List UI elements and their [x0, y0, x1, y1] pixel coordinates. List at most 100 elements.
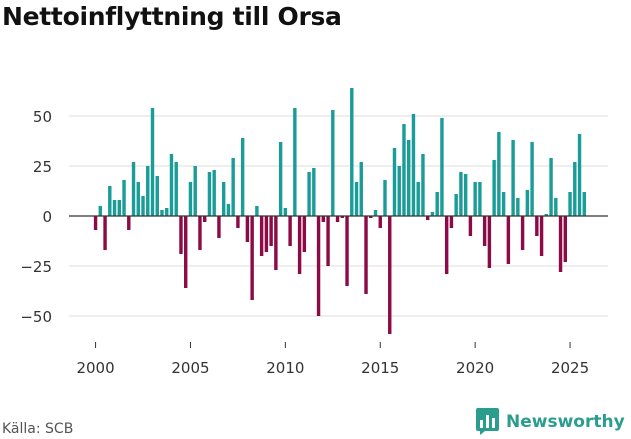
bar — [463, 174, 468, 216]
bar — [169, 154, 174, 216]
brand-logo[interactable]: Newsworthy — [476, 408, 625, 435]
bar — [435, 192, 439, 216]
bar — [520, 216, 525, 250]
bar — [383, 180, 387, 216]
bar — [274, 216, 278, 270]
bar — [283, 208, 288, 216]
bar — [269, 216, 273, 246]
bar — [354, 182, 359, 216]
bar — [378, 216, 382, 228]
y-tick-label: −25 — [20, 258, 52, 276]
x-tick-label: 2010 — [266, 359, 304, 377]
bar — [160, 210, 164, 216]
bar — [174, 162, 178, 216]
bar — [217, 216, 221, 238]
bar — [326, 216, 330, 266]
bar — [373, 210, 378, 216]
bars — [93, 88, 586, 334]
bar — [454, 194, 458, 216]
brand-name: Newsworthy — [506, 411, 625, 432]
bar — [392, 148, 397, 216]
bar — [402, 124, 406, 216]
bar — [525, 190, 530, 216]
bar — [331, 110, 335, 216]
bar — [492, 160, 496, 216]
bar — [146, 166, 150, 216]
bar — [184, 216, 188, 288]
bar — [188, 182, 193, 216]
bar — [511, 140, 515, 216]
bar-chart: −50 −25 0 25 50 2000 2005 2010 2015 2020 2025 — [20, 88, 608, 377]
bar — [449, 216, 454, 228]
x-tick-label: 2005 — [171, 359, 209, 377]
bar — [302, 216, 307, 252]
bar — [554, 198, 558, 216]
bar — [582, 192, 586, 216]
x-tick-label: 2020 — [456, 359, 494, 377]
bar — [345, 216, 349, 286]
bar — [264, 216, 269, 252]
bar — [212, 170, 216, 216]
bar — [430, 212, 435, 216]
y-tick-label: −50 — [20, 308, 52, 326]
bar — [231, 158, 235, 216]
bar — [440, 118, 444, 216]
bar — [573, 162, 577, 216]
bar — [112, 200, 117, 216]
bar — [93, 216, 98, 230]
bar — [539, 216, 544, 256]
bar — [478, 182, 482, 216]
bar — [293, 108, 297, 216]
bar — [468, 216, 473, 236]
bar — [416, 182, 420, 216]
bar — [221, 182, 226, 216]
bar — [530, 142, 534, 216]
bar — [577, 134, 582, 216]
bar — [350, 88, 354, 216]
bar — [487, 216, 492, 268]
bar — [141, 196, 145, 216]
bar — [563, 216, 568, 262]
bar — [359, 162, 363, 216]
bar — [202, 216, 207, 222]
bar — [482, 216, 487, 246]
bar — [103, 216, 107, 250]
bar — [255, 206, 259, 216]
bar — [459, 172, 463, 216]
bar — [535, 216, 539, 236]
bar — [236, 216, 240, 228]
bar — [198, 216, 202, 250]
bar — [397, 166, 401, 216]
bar — [179, 216, 183, 254]
bar — [411, 114, 416, 216]
bar — [307, 172, 311, 216]
bar — [155, 176, 159, 216]
bar-chart-speech-icon — [476, 408, 499, 435]
bar — [568, 192, 572, 216]
y-tick-label: 0 — [42, 208, 52, 226]
bar — [165, 208, 169, 216]
bar — [501, 192, 506, 216]
bar — [312, 168, 316, 216]
bar — [407, 140, 411, 216]
bar — [506, 216, 511, 264]
bar — [250, 216, 254, 300]
bar — [549, 158, 553, 216]
bar — [240, 138, 245, 216]
bar — [245, 216, 250, 242]
bar — [544, 214, 549, 216]
bar — [369, 216, 373, 218]
bar — [473, 182, 477, 216]
bar — [226, 204, 231, 216]
bar — [259, 216, 264, 256]
bar — [321, 216, 326, 222]
bar — [316, 216, 321, 316]
bar — [117, 200, 122, 216]
bar — [98, 206, 103, 216]
bar — [340, 216, 345, 218]
bar — [288, 216, 292, 246]
y-tick-label: 25 — [33, 158, 52, 176]
x-tick-label: 2025 — [551, 359, 589, 377]
bar — [122, 180, 126, 216]
x-tick-label: 2015 — [361, 359, 399, 377]
